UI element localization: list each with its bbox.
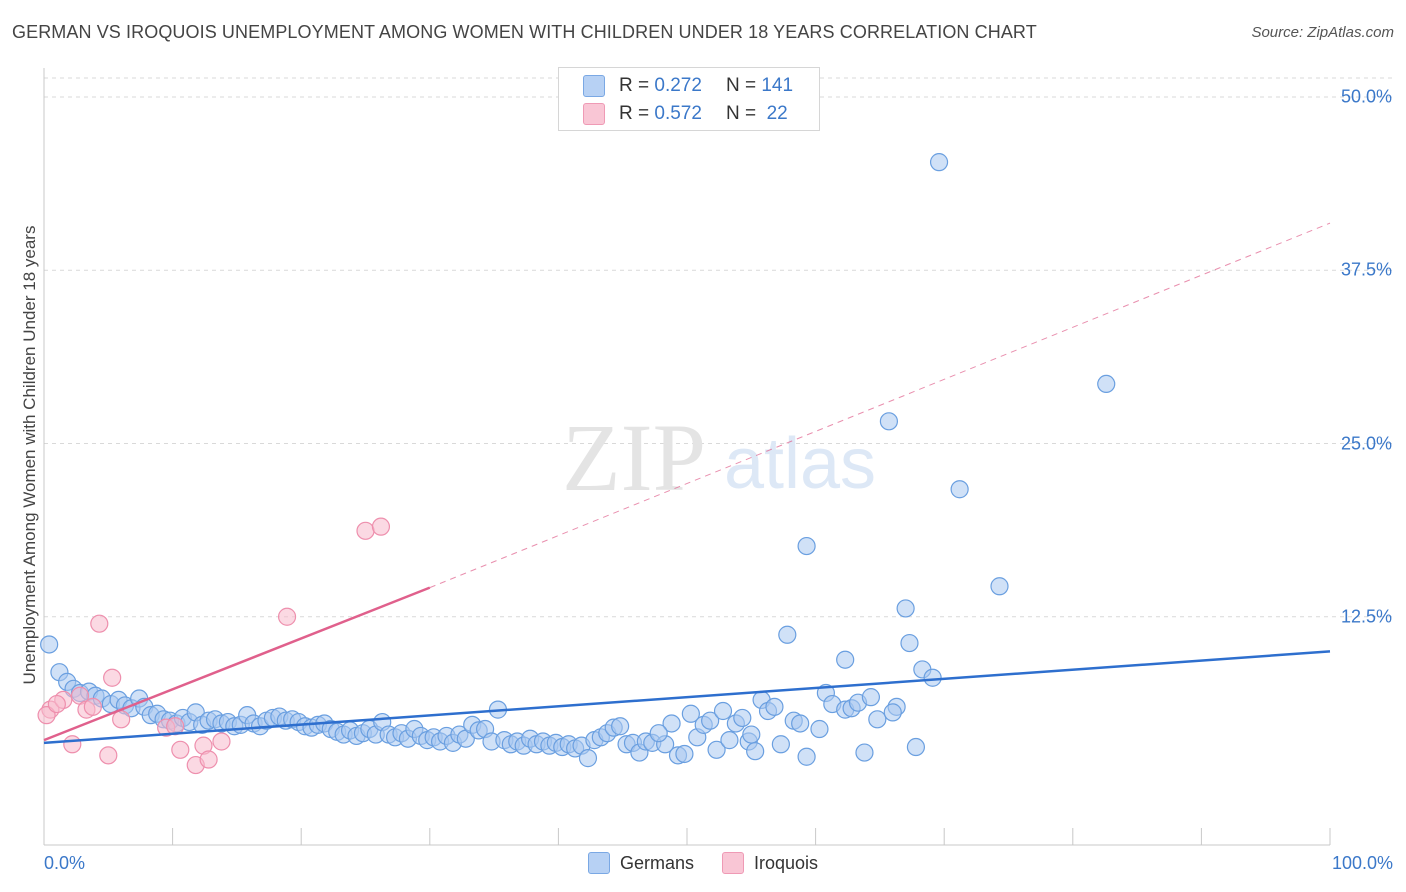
y-tick-label: 25.0%: [1340, 433, 1392, 453]
germans-point: [879, 412, 899, 431]
germans-point: [701, 711, 720, 730]
iroquois-point: [199, 750, 218, 769]
germans-point: [611, 717, 630, 736]
legend-swatch-germans: [587, 852, 610, 874]
germans-point: [778, 625, 797, 644]
iroquois-point: [83, 697, 102, 716]
legend-n-value: 22: [766, 103, 788, 124]
iroquois-point: [47, 694, 66, 714]
iroquois-point: [212, 732, 231, 751]
trend-lines: [43, 222, 1331, 745]
legend-swatch-iroquois: [583, 103, 605, 125]
legend-item-germans[interactable]: Germans: [587, 852, 694, 874]
germans-point: [681, 704, 700, 723]
legend-r-value: 0.272: [654, 75, 702, 96]
germans-point: [742, 725, 761, 744]
legend-row-iroquois: R = 0.572 N = 22: [583, 102, 788, 126]
legend-n-label: N =: [725, 75, 757, 96]
germans-point: [906, 737, 926, 757]
germans-point: [662, 714, 681, 733]
germans-point: [1097, 374, 1116, 394]
y-axis-label: Unemployment Among Women with Children U…: [20, 225, 39, 685]
legend-swatch-germans: [583, 75, 605, 97]
iroquois-point: [371, 517, 391, 536]
y-tick-label: 37.5%: [1340, 259, 1392, 280]
germans-point: [720, 731, 739, 750]
iroquois-point: [63, 735, 82, 754]
germans-point: [797, 536, 816, 556]
iroquois-trend-extension: [429, 222, 1331, 589]
germans-point: [578, 749, 598, 768]
x-tick-label-max: 100.0%: [1331, 853, 1393, 873]
correlation-legend: R = 0.272 N = 141 R = 0.572 N = 22: [558, 67, 820, 131]
grid-lines: [44, 77, 1392, 618]
germans-point: [810, 719, 829, 739]
iroquois-point: [90, 614, 109, 633]
legend-label-germans: Germans: [619, 852, 694, 873]
germans-point: [896, 599, 915, 618]
germans-point: [836, 650, 855, 669]
series-germans: [40, 153, 1116, 768]
legend-r-label: R =: [619, 103, 650, 124]
iroquois-point: [103, 668, 122, 687]
germans-point: [950, 480, 969, 499]
y-tick-label: 50.0%: [1340, 86, 1392, 107]
germans-point: [765, 697, 784, 716]
germans-point: [990, 577, 1009, 596]
germans-point: [40, 635, 59, 654]
x-tick-label-min: 0.0%: [44, 853, 86, 873]
germans-point: [649, 724, 668, 743]
germans-point: [868, 710, 887, 729]
legend-n-label: N =: [725, 103, 757, 124]
legend-n-value: 141: [761, 75, 794, 96]
germans-point: [746, 742, 765, 761]
watermark-atlas: atlas: [724, 424, 876, 504]
germans-point: [855, 743, 874, 762]
legend-r-label: R =: [619, 75, 650, 96]
iroquois-point: [112, 710, 131, 729]
y-tick-label: 12.5%: [1340, 606, 1392, 627]
germans-point: [733, 708, 752, 728]
series-legend: Germans Iroquois: [0, 852, 1406, 874]
iroquois-point: [171, 740, 190, 759]
legend-item-iroquois[interactable]: Iroquois: [721, 852, 819, 874]
iroquois-point: [37, 706, 56, 725]
source-label: Source: ZipAtlas.com: [1251, 24, 1394, 41]
chart-title: GERMAN VS IROQUOIS UNEMPLOYMENT AMONG WO…: [12, 22, 1037, 42]
legend-row-germans: R = 0.272 N = 141: [583, 74, 793, 98]
germans-point: [675, 744, 694, 764]
germans-point: [771, 735, 790, 754]
germans-point: [900, 633, 919, 653]
germans-trend-line: [43, 650, 1331, 745]
iroquois-trend-line: [43, 586, 431, 742]
germans-point: [797, 747, 816, 766]
germans-point: [883, 703, 902, 722]
germans-point: [713, 701, 733, 721]
iroquois-point: [277, 607, 297, 626]
germans-point: [861, 688, 880, 707]
iroquois-point: [99, 746, 118, 765]
legend-swatch-iroquois: [721, 852, 744, 874]
germans-point: [791, 714, 810, 733]
legend-r-value: 0.572: [654, 103, 702, 124]
legend-label-iroquois: Iroquois: [753, 852, 819, 873]
series-iroquois: [37, 517, 391, 775]
iroquois-point: [356, 521, 375, 540]
germans-point: [923, 668, 942, 687]
germans-point: [707, 740, 726, 759]
watermark-zip: ZIP: [562, 404, 706, 511]
germans-point: [929, 153, 949, 172]
